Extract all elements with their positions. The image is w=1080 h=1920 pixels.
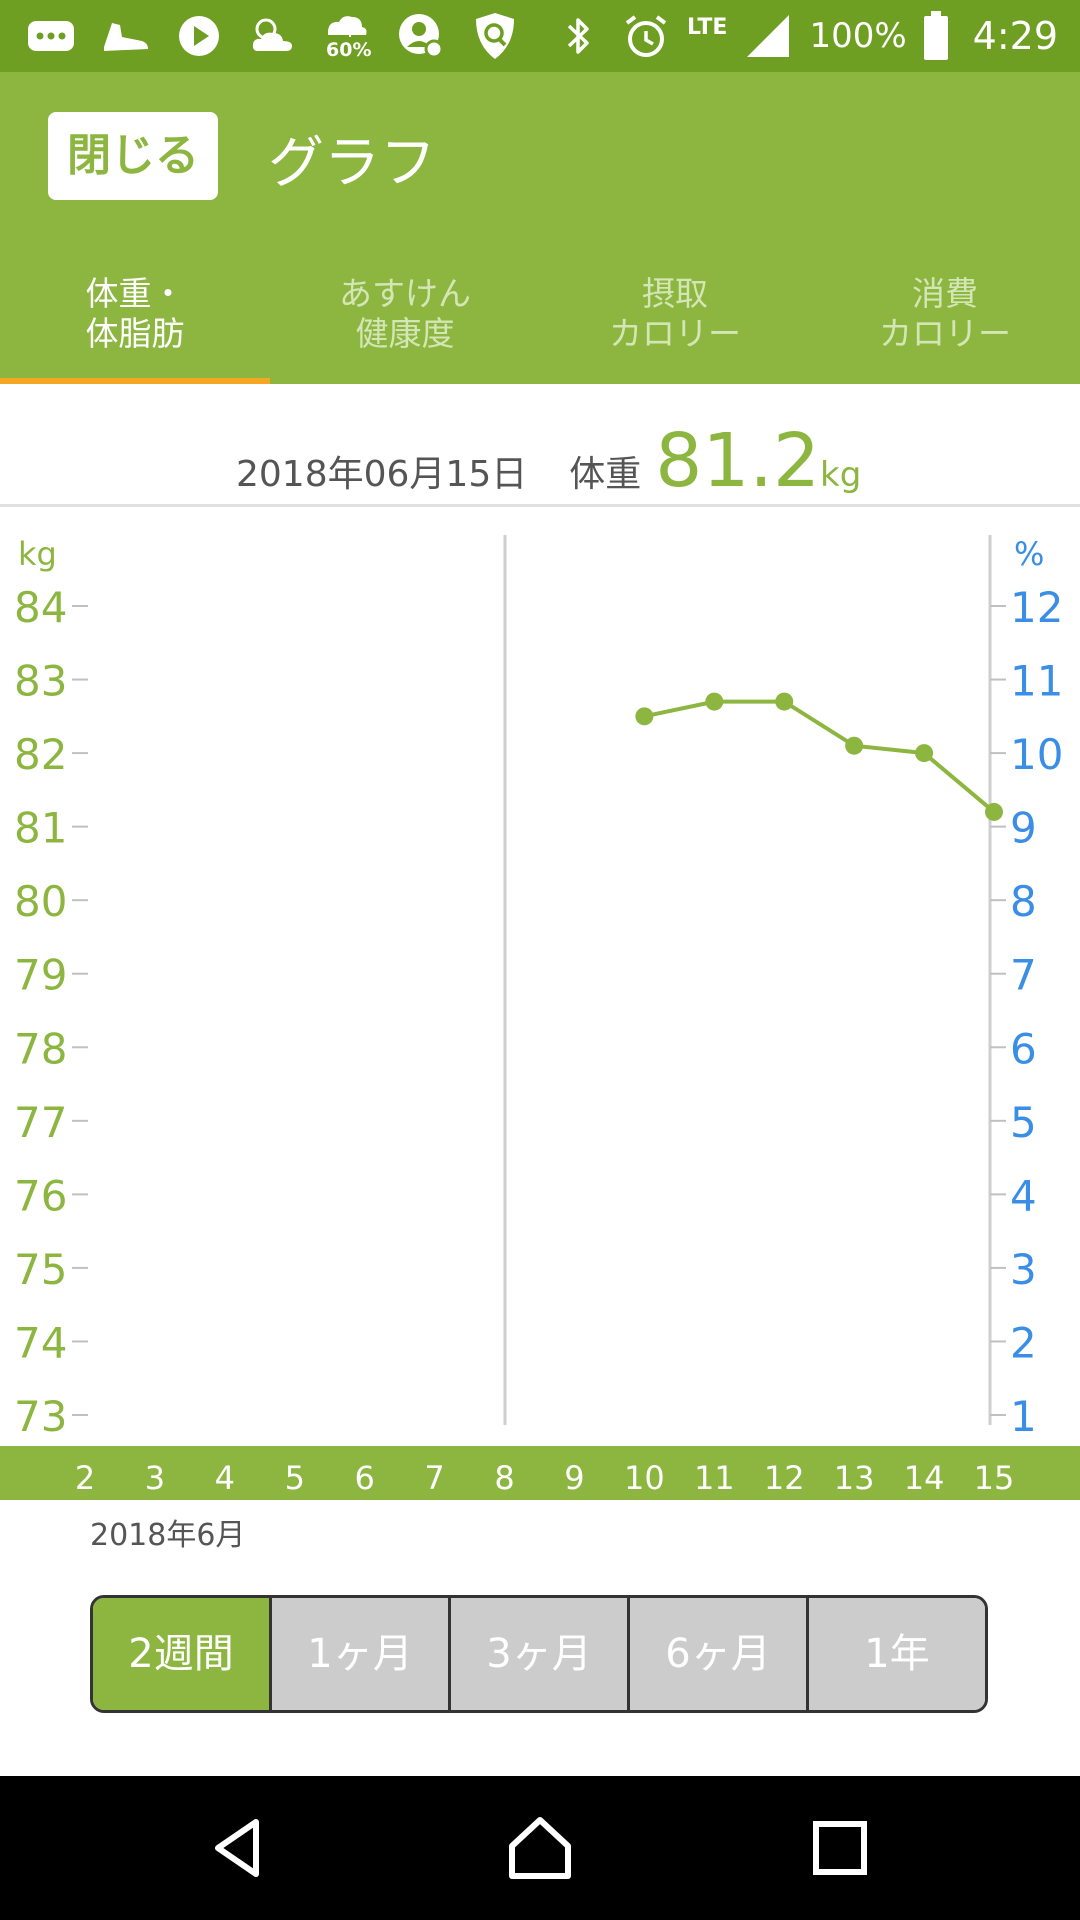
- navigation-bar: [0, 1776, 1080, 1920]
- x-axis-band: [0, 1446, 1080, 1500]
- message-icon: [24, 9, 78, 63]
- battery-icon: [921, 9, 951, 63]
- weight-line: [643, 699, 996, 814]
- period-6-months-button[interactable]: 6ヶ月: [630, 1598, 809, 1710]
- right-tick-label: 1: [1010, 1392, 1037, 1441]
- battery-percent: 100%: [809, 16, 907, 56]
- weight-point: [985, 802, 1003, 821]
- summary-label: 体重: [569, 454, 642, 495]
- left-tick-label: 83: [14, 657, 67, 706]
- x-tick-label: 2: [75, 1459, 95, 1497]
- left-tick-label: 79: [14, 951, 67, 1000]
- shield-icon: [468, 9, 522, 63]
- right-tick-label: 8: [1010, 877, 1037, 926]
- x-tick-label: 7: [424, 1459, 444, 1497]
- right-tick-label: 7: [1010, 951, 1037, 1000]
- left-tick-label: 78: [14, 1024, 67, 1073]
- left-tick-label: 81: [14, 804, 67, 853]
- x-tick-label: 6: [355, 1459, 375, 1497]
- x-tick-label: 15: [974, 1459, 1015, 1497]
- network-type: LTE: [687, 14, 728, 40]
- right-tick-label: 4: [1010, 1171, 1037, 1220]
- x-tick-label: 12: [764, 1459, 805, 1497]
- right-axis-unit-label: %: [1014, 535, 1044, 573]
- x-tick-label: 11: [694, 1459, 735, 1497]
- left-tick-label: 82: [14, 730, 67, 779]
- left-tick-label: 84: [14, 583, 67, 632]
- signal-icon: [741, 9, 795, 63]
- right-tick-label: 2: [1010, 1318, 1037, 1367]
- weight-summary: 2018年06月15日 体重 81.2 kg: [0, 384, 1080, 507]
- period-3-months-button[interactable]: 3ヶ月: [451, 1598, 630, 1710]
- back-icon[interactable]: [198, 1806, 282, 1890]
- clock: 4:29: [972, 14, 1058, 58]
- x-tick-label: 5: [285, 1459, 305, 1497]
- person-icon: [394, 9, 448, 63]
- x-tick-label: 9: [564, 1459, 584, 1497]
- weight-point: [635, 707, 654, 726]
- left-tick-label: 77: [14, 1098, 67, 1147]
- tab-weight-body-fat[interactable]: 体重・ 体脂肪: [0, 262, 270, 384]
- period-1-month-button[interactable]: 1ヶ月: [272, 1598, 451, 1710]
- right-tick-label: 10: [1010, 730, 1063, 779]
- x-tick-label: 4: [215, 1459, 235, 1497]
- x-tick-label: 8: [494, 1459, 514, 1497]
- tab-calorie-intake[interactable]: 摂取 カロリー: [609, 274, 741, 353]
- shoe-icon: [98, 9, 152, 63]
- left-tick-label: 80: [14, 877, 67, 926]
- summary-weight-value: 81.2: [655, 418, 821, 504]
- app-header: 閉じる グラフ 体重・ 体脂肪 あすけん 健康度 摂取 カロリー 消費 カロリー: [0, 72, 1080, 384]
- weight-point: [845, 736, 864, 755]
- summary-weight-unit: kg: [820, 455, 862, 495]
- weather-icon: [246, 9, 300, 63]
- period-2-weeks-button[interactable]: 2週間: [93, 1598, 272, 1710]
- x-tick-label: 10: [624, 1459, 665, 1497]
- right-tick-label: 5: [1010, 1098, 1037, 1147]
- tab-bar: 体重・ 体脂肪 あすけん 健康度 摂取 カロリー 消費 カロリー: [0, 262, 1080, 384]
- status-bar: 60% LTE 100% 4:29: [0, 0, 1080, 72]
- recents-icon[interactable]: [798, 1806, 882, 1890]
- x-tick-label: 14: [904, 1459, 945, 1497]
- weight-chart[interactable]: kg% 84 83 82 81 80 79 78 77 76 75 74 73 12 11 10 9 8 7 6 5 4 3…: [0, 500, 1080, 1500]
- chart-range-label: 2018年6月: [90, 1518, 246, 1553]
- right-tick-label: 6: [1010, 1024, 1037, 1073]
- x-tick-label: 13: [834, 1459, 875, 1497]
- close-button[interactable]: 閉じる: [48, 112, 218, 200]
- rain-percent: 60%: [326, 39, 372, 61]
- left-tick-label: 75: [14, 1245, 67, 1294]
- period-1-year-button[interactable]: 1年: [809, 1598, 985, 1710]
- left-tick-label: 74: [14, 1318, 67, 1367]
- right-tick-label: 11: [1010, 657, 1063, 706]
- tab-calorie-burned[interactable]: 消費 カロリー: [879, 274, 1011, 353]
- right-tick-label: 9: [1010, 804, 1037, 853]
- weight-point: [915, 744, 934, 763]
- bluetooth-icon: [551, 9, 605, 63]
- x-tick-label: 3: [145, 1459, 165, 1497]
- summary-date: 2018年06月15日: [236, 454, 528, 495]
- period-selector: 2週間 1ヶ月 3ヶ月 6ヶ月 1年: [90, 1595, 988, 1713]
- left-tick-label: 76: [14, 1171, 67, 1220]
- weight-point: [775, 692, 794, 711]
- right-tick-label: 3: [1010, 1245, 1037, 1294]
- left-tick-label: 73: [14, 1392, 67, 1441]
- weight-point: [705, 692, 724, 711]
- left-axis-unit-label: kg: [18, 535, 57, 573]
- alarm-icon: [619, 9, 673, 63]
- rain-umbrella-icon: 60%: [320, 9, 374, 63]
- play-icon: [172, 9, 226, 63]
- page-title: グラフ: [268, 131, 436, 196]
- tab-asken-health[interactable]: あすけん 健康度: [339, 274, 471, 353]
- home-icon[interactable]: [498, 1806, 582, 1890]
- right-tick-label: 12: [1010, 583, 1063, 632]
